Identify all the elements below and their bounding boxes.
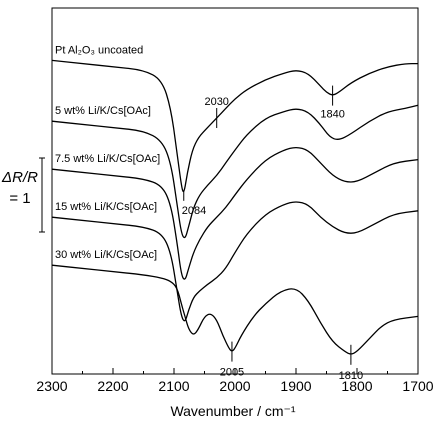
scale-bar-label-line1: ΔR/R xyxy=(1,169,38,186)
x-tick-label-2: 2200 xyxy=(97,378,128,394)
annotation-label-1: 2030 xyxy=(204,96,228,108)
x-tick-label-6: 1800 xyxy=(341,378,372,394)
series-line-2 xyxy=(51,104,419,239)
series-label-1: Pt Al₂O₃ uncoated xyxy=(55,44,143,56)
x-tick-label-3: 2100 xyxy=(158,378,189,394)
x-tick-label-5: 1900 xyxy=(280,378,311,394)
annotation-label-4: 2005 xyxy=(220,367,244,379)
series-line-4 xyxy=(51,201,419,322)
series-line-5 xyxy=(51,264,419,355)
series-label-2: 5 wt% Li/K/Cs[OAc] xyxy=(55,105,151,117)
series-line-1 xyxy=(51,59,418,193)
series-label-3: 7.5 wt% Li/K/Cs[OAc] xyxy=(55,153,160,165)
x-axis-label: Wavenumber / cm⁻¹ xyxy=(170,403,295,419)
plot-area-frame xyxy=(51,7,419,375)
annotation-label-2: 1840 xyxy=(320,109,344,121)
series-line-3 xyxy=(51,146,419,280)
series-label-4: 15 wt% Li/K/Cs[OAc] xyxy=(55,201,157,213)
annotation-label-3: 2084 xyxy=(182,205,206,217)
x-tick-label-7: 1700 xyxy=(402,378,433,394)
scale-bar-label-line2: = 1 xyxy=(9,190,30,207)
x-tick-label-4: 2000 xyxy=(219,378,250,394)
x-tick-label-1: 2300 xyxy=(36,378,67,394)
series-label-5: 30 wt% Li/K/Cs[OAc] xyxy=(55,249,157,261)
